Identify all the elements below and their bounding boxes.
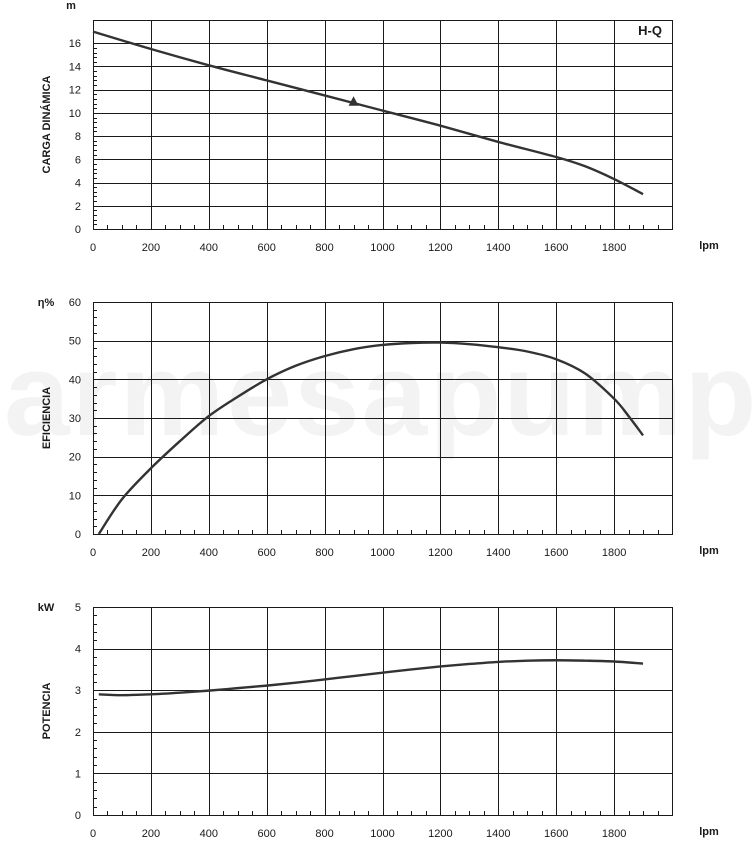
x-tick-label: 400: [200, 828, 218, 840]
x-tick-label: 200: [142, 828, 160, 840]
x-tick-label: 200: [142, 547, 160, 559]
x-unit-label: lpm: [699, 240, 719, 252]
x-tick-label: 1000: [370, 828, 394, 840]
x-tick-label: 600: [258, 828, 276, 840]
x-tick-label: 1600: [544, 547, 568, 559]
curve-name-label: H-Q: [638, 23, 662, 38]
y-axis-title: POTENCIA: [41, 683, 53, 740]
h-q-chart: 0 2 4 6 8 10 12 14 16 0 200 400 600 800 1000 1200 1400 16…: [40, 0, 719, 254]
x-tick-label: 0: [90, 828, 96, 840]
y-tick-label: 0: [75, 529, 81, 541]
plot-frame: [93, 20, 673, 230]
y-tick-label: 30: [69, 413, 81, 425]
y-tick-label: 3: [75, 685, 81, 697]
x-tick-label: 1200: [428, 547, 452, 559]
x-tick-label: 800: [315, 547, 333, 559]
x-tick-label: 0: [90, 242, 96, 254]
y-tick-label: 5: [75, 602, 81, 614]
y-tick-label: 50: [69, 336, 81, 348]
x-tick-label: 1800: [602, 242, 626, 254]
x-tick-label: 200: [142, 242, 160, 254]
x-tick-label: 1000: [370, 242, 394, 254]
x-tick-label: 1400: [486, 242, 510, 254]
x-unit-label: lpm: [699, 545, 719, 557]
duty-point-marker: [348, 96, 359, 106]
x-tick-label: 800: [315, 242, 333, 254]
y-tick-label: 2: [75, 727, 81, 739]
power-chart: 0 1 2 3 4 5 0 200 400 600 800 1000 1200 1400 1600 1800 k…: [38, 602, 719, 840]
y-tick-label: 1: [75, 768, 81, 780]
x-tick-label: 600: [258, 242, 276, 254]
y-tick-label: 14: [69, 61, 81, 73]
x-tick-label: 1400: [486, 547, 510, 559]
y-tick-label: 4: [75, 178, 81, 190]
plot-frame: [93, 302, 673, 535]
y-tick-label: 8: [75, 131, 81, 143]
y-unit-label: η%: [38, 297, 55, 309]
x-tick-label: 800: [315, 828, 333, 840]
x-unit-label: lpm: [699, 826, 719, 838]
x-tick-label: 1200: [428, 828, 452, 840]
h-q-curve: [92, 30, 644, 196]
x-tick-label: 1000: [370, 547, 394, 559]
efficiency-curve: [97, 341, 645, 535]
y-tick-label: 0: [75, 224, 81, 236]
x-tick-label: 0: [90, 547, 96, 559]
y-tick-label: 6: [75, 154, 81, 166]
x-tick-label: 600: [258, 547, 276, 559]
x-tick-label: 400: [200, 547, 218, 559]
y-axis-title: CARGA DINÁMICA: [40, 75, 53, 173]
x-tick-label: 1400: [486, 828, 510, 840]
y-tick-label: 60: [69, 297, 81, 309]
plot-frame: [93, 607, 673, 816]
y-tick-label: 12: [69, 85, 81, 97]
watermark: parmesapumps: [0, 329, 753, 461]
y-tick-label: 4: [75, 644, 81, 656]
x-tick-label: 1200: [428, 242, 452, 254]
x-tick-label: 1800: [602, 828, 626, 840]
y-unit-label: kW: [38, 602, 55, 614]
y-axis-title: EFICIENCIA: [41, 387, 53, 449]
x-tick-label: 1800: [602, 547, 626, 559]
power-curve: [98, 659, 644, 697]
x-tick-label: 1600: [544, 828, 568, 840]
y-tick-label: 10: [69, 490, 81, 502]
x-tick-label: 1600: [544, 242, 568, 254]
y-tick-label: 16: [69, 38, 81, 50]
y-unit-label: m: [66, 0, 76, 12]
x-tick-label: 400: [200, 242, 218, 254]
y-tick-label: 10: [69, 108, 81, 120]
y-tick-label: 2: [75, 201, 81, 213]
y-tick-label: 40: [69, 374, 81, 386]
y-tick-label: 20: [69, 452, 81, 464]
y-tick-label: 0: [75, 810, 81, 822]
